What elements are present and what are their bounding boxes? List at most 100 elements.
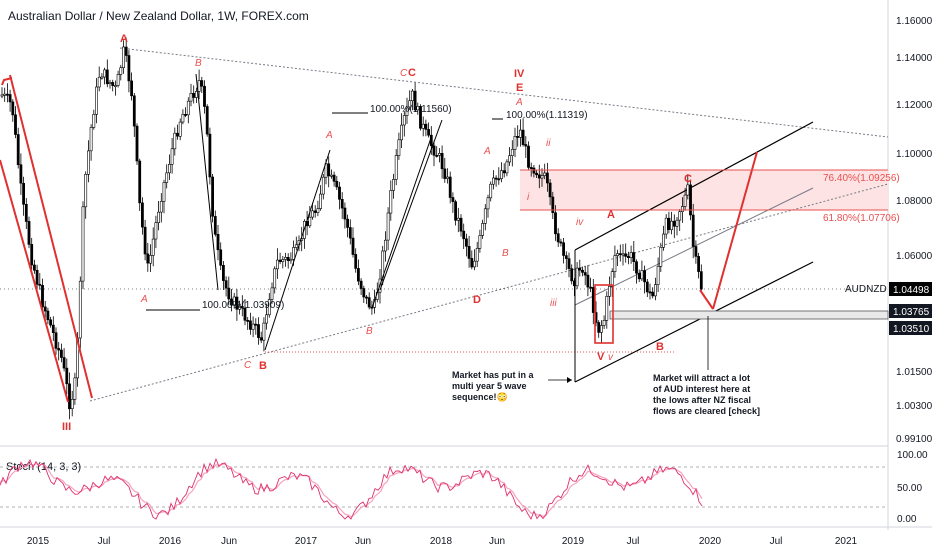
candle-body xyxy=(599,325,603,333)
candle-body xyxy=(103,69,107,78)
price-tick: 1.01500 xyxy=(896,367,932,378)
candle-body xyxy=(87,150,90,175)
time-tick: 2017 xyxy=(295,536,318,547)
fib-label-618: 61.80%(1.07706) xyxy=(823,213,900,224)
candle-body xyxy=(343,207,347,220)
wave-label-IV: IV xyxy=(514,68,525,80)
candle-body xyxy=(273,268,277,289)
price-tick: 1.10000 xyxy=(896,149,932,160)
candle-body xyxy=(367,297,371,308)
candle-body xyxy=(184,114,188,116)
candle-body xyxy=(311,210,314,218)
candle-body xyxy=(143,226,147,255)
candle-body xyxy=(138,160,142,204)
time-tick: 2019 xyxy=(562,536,585,547)
wave-structure-line xyxy=(264,149,331,351)
candle-body xyxy=(189,93,193,102)
candle-body xyxy=(195,91,198,98)
candle-body xyxy=(219,249,223,266)
candle-body xyxy=(597,322,601,333)
candle-body xyxy=(602,319,606,326)
minor-label-2: A xyxy=(140,294,148,305)
candle-body xyxy=(408,100,412,108)
candle-body xyxy=(46,310,50,321)
candle-body xyxy=(249,320,252,330)
price-tick: 1.16000 xyxy=(896,16,932,27)
candle-body xyxy=(265,314,269,324)
candle-body xyxy=(400,124,404,141)
annotation-note-2[interactable]: Market will attract a lot of AUD interes… xyxy=(653,316,760,416)
candle-body xyxy=(645,281,649,293)
candle-body xyxy=(421,123,425,129)
candle-body xyxy=(211,176,215,217)
candle-body xyxy=(494,177,498,180)
minor-label-i: i xyxy=(527,192,530,203)
time-tick: Jun xyxy=(489,536,505,547)
candle-body xyxy=(637,272,641,280)
candle-body xyxy=(329,174,333,177)
note1-line2: multi year 5 wave xyxy=(452,381,527,391)
candle-body xyxy=(616,253,620,256)
time-tick: Jun xyxy=(221,536,237,547)
time-tick: 2015 xyxy=(27,536,50,547)
candle-body xyxy=(35,269,39,285)
support-zone xyxy=(609,310,889,320)
candle-body xyxy=(572,280,576,287)
candle-body xyxy=(73,377,77,400)
candle-body xyxy=(62,357,66,369)
candle-body xyxy=(643,270,647,283)
candle-body xyxy=(497,178,501,181)
candle-body xyxy=(192,93,196,98)
candle-body xyxy=(275,259,279,270)
price-axis[interactable]: 1.16000 1.14000 1.12000 1.10000 1.08000 1.060… xyxy=(896,16,932,445)
candle-body xyxy=(618,253,622,256)
candle-body xyxy=(648,291,652,294)
candle-body xyxy=(683,194,687,207)
candle-body xyxy=(57,348,61,351)
candle-body xyxy=(284,256,287,260)
candle-body xyxy=(19,164,23,184)
candle-body xyxy=(632,252,636,262)
candle-body xyxy=(78,280,82,339)
candle-body xyxy=(653,284,657,297)
candle-body xyxy=(362,288,366,298)
candle-body xyxy=(197,80,201,92)
candle-body xyxy=(435,155,439,157)
zone-bottom-badge-text: 1.03510 xyxy=(893,324,930,335)
candle-body xyxy=(238,306,242,310)
stoch-tick-50: 50.00 xyxy=(897,483,922,494)
candle-body xyxy=(100,76,104,79)
candle-body xyxy=(446,176,449,179)
candle-body xyxy=(235,296,239,310)
candle-body xyxy=(551,196,555,213)
stoch-label: Stoch (14, 3, 3) xyxy=(6,461,81,473)
candle-body xyxy=(0,94,4,97)
candle-body xyxy=(464,238,468,247)
candle-body xyxy=(473,260,476,268)
candle-body xyxy=(22,183,26,205)
candle-body xyxy=(491,177,495,185)
stoch-k-line xyxy=(0,457,703,521)
stoch-tick-0: 0.00 xyxy=(897,514,917,525)
candle-body xyxy=(518,129,522,138)
candle-body xyxy=(313,210,317,213)
time-axis[interactable]: 2015 Jul 2016 Jun 2017 Jun 2018 Jun 2019 Jul 2020 J… xyxy=(27,536,858,547)
candle-body xyxy=(294,244,298,248)
candle-body xyxy=(365,296,368,299)
candle-body xyxy=(170,148,174,165)
candle-body xyxy=(613,255,617,273)
annotation-note-1[interactable]: Market has put in a multi year 5 wave se… xyxy=(452,370,572,402)
candle-body xyxy=(680,206,684,212)
candle-body xyxy=(462,230,466,240)
candle-body xyxy=(621,253,625,256)
wave-label-III: III xyxy=(62,421,71,433)
candle-body xyxy=(157,211,161,223)
candle-body xyxy=(127,55,131,82)
candle-body xyxy=(92,114,96,128)
note1-arrowhead xyxy=(567,377,572,383)
candle-body xyxy=(108,82,112,85)
wave-projection-line xyxy=(9,74,93,399)
candle-body xyxy=(30,244,34,266)
